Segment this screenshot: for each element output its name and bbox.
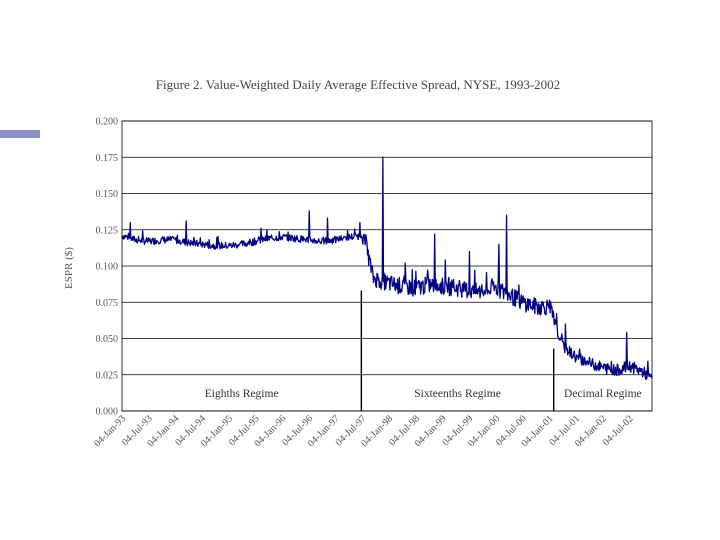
y-tick-label: 0.075 — [96, 298, 119, 309]
regime-labels: Eighths Regime Sixteenths Regime Decimal R… — [205, 388, 642, 400]
y-tick-label: 0.175 — [96, 153, 119, 164]
regime-label: Sixteenths Regime — [414, 388, 501, 400]
y-tick-label: 0.025 — [96, 370, 119, 381]
y-tick-labels: 0.000 0.025 0.050 0.075 0.100 0.125 0.150 0.175… — [96, 117, 119, 418]
y-tick-label: 0.125 — [96, 225, 119, 236]
y-tick-label: 0.200 — [96, 117, 119, 128]
series-layer — [121, 156, 653, 380]
y-tick-label: 0.100 — [96, 262, 119, 273]
plot-frame — [121, 120, 653, 412]
regime-dividers — [360, 290, 555, 411]
chart-title: Figure 2. Value-Weighted Daily Average E… — [156, 77, 560, 92]
x-tick-labels: 04-Jan-9304-Jul-9304-Jan-9404-Jul-9404-J… — [92, 413, 636, 449]
y-axis-label: ESPR ($) — [63, 247, 75, 289]
gridlines — [122, 120, 652, 412]
series-line — [121, 156, 653, 380]
y-tick-label: 0.000 — [96, 407, 119, 418]
regime-label: Eighths Regime — [205, 388, 279, 400]
slide-accent-bar — [0, 130, 40, 138]
y-tick-label: 0.050 — [96, 334, 119, 345]
regime-label: Decimal Regime — [564, 388, 642, 400]
y-tick-label: 0.150 — [96, 189, 119, 200]
